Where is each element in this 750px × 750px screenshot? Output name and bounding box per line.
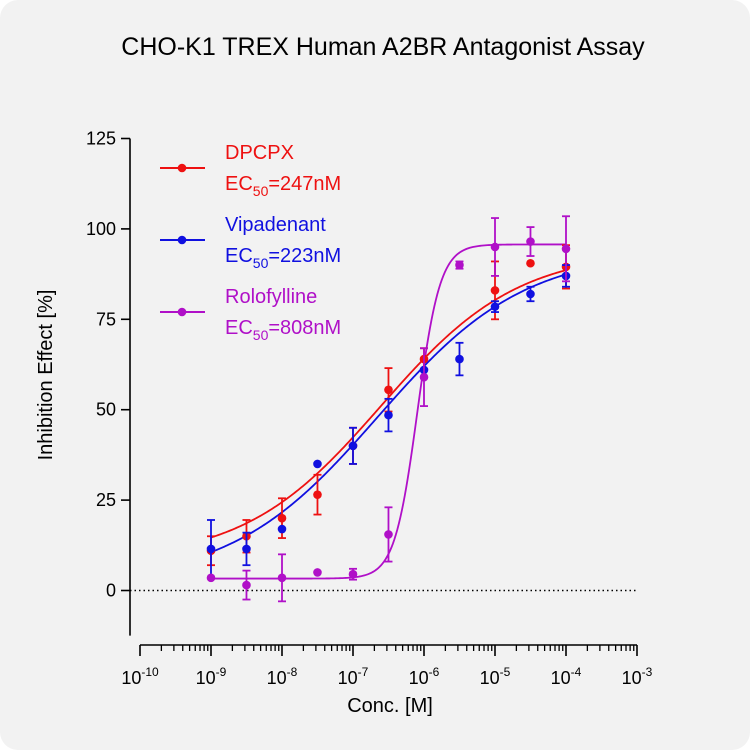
legend-ec50: EC50=808nM — [225, 317, 341, 343]
data-point — [490, 242, 500, 252]
x-tick-label: 10-6 — [409, 665, 440, 688]
data-point — [455, 260, 464, 270]
series-vipadenant — [206, 264, 571, 579]
x-tick-label: 10-3 — [622, 665, 653, 688]
data-point — [348, 441, 358, 451]
x-tick-label: 10-8 — [267, 665, 298, 688]
data-point — [561, 244, 571, 254]
data-point — [242, 544, 251, 554]
data-point — [277, 513, 287, 523]
y-axis-label: Inhibition Effect [%] — [35, 290, 57, 461]
series-rolofylline — [206, 215, 571, 603]
data-point — [242, 580, 251, 590]
legend-label: Vipadenant — [225, 214, 326, 236]
x-axis-label: Conc. [M] — [347, 695, 433, 717]
y-tick-label: 100 — [86, 219, 116, 239]
legend-label: DPCPX — [225, 142, 294, 164]
legend-marker — [177, 307, 187, 317]
data-point — [419, 372, 429, 382]
legend-label: Rolofylline — [225, 286, 317, 308]
data-point — [206, 544, 216, 554]
x-tick-label: 10-10 — [121, 665, 159, 688]
y-tick-label: 75 — [96, 309, 116, 329]
x-tick-label: 10-4 — [551, 665, 582, 688]
x-tick-label: 10-5 — [480, 665, 511, 688]
data-point — [490, 302, 500, 311]
legend: DPCPX EC50=247nM Vipadenant EC50=223nM Rolof… — [160, 142, 341, 343]
y-axis: 0 25 50 75 100 125 — [86, 129, 131, 636]
x-axis: 10-10 10-9 10-8 10-7 10-6 10-5 10-4 10-3 — [121, 644, 653, 688]
data-point — [384, 410, 393, 420]
data-point — [455, 354, 464, 364]
data-points — [206, 215, 571, 603]
data-point — [277, 573, 287, 583]
data-point — [277, 524, 287, 534]
data-point — [313, 459, 322, 469]
legend-ec50: EC50=223nM — [225, 245, 341, 271]
data-point — [526, 258, 535, 268]
x-tick-label: 10-7 — [338, 665, 369, 688]
legend-marker — [177, 163, 187, 173]
legend-ec50: EC50=247nM — [225, 173, 341, 199]
data-point — [348, 569, 358, 579]
y-tick-label: 50 — [96, 400, 116, 420]
chart-title: CHO-K1 TREX Human A2BR Antagonist Assay — [121, 33, 645, 61]
y-tick-label: 25 — [96, 490, 116, 510]
data-point — [384, 385, 393, 395]
data-point — [313, 490, 322, 499]
data-point — [526, 237, 535, 246]
data-point — [313, 568, 322, 577]
data-point — [526, 289, 535, 299]
y-tick-label: 0 — [106, 581, 116, 601]
y-tick-label: 125 — [86, 129, 116, 149]
data-point — [206, 573, 216, 583]
legend-marker — [177, 235, 187, 245]
data-point — [384, 530, 393, 539]
data-point — [490, 286, 500, 295]
x-tick-label: 10-9 — [196, 665, 227, 688]
